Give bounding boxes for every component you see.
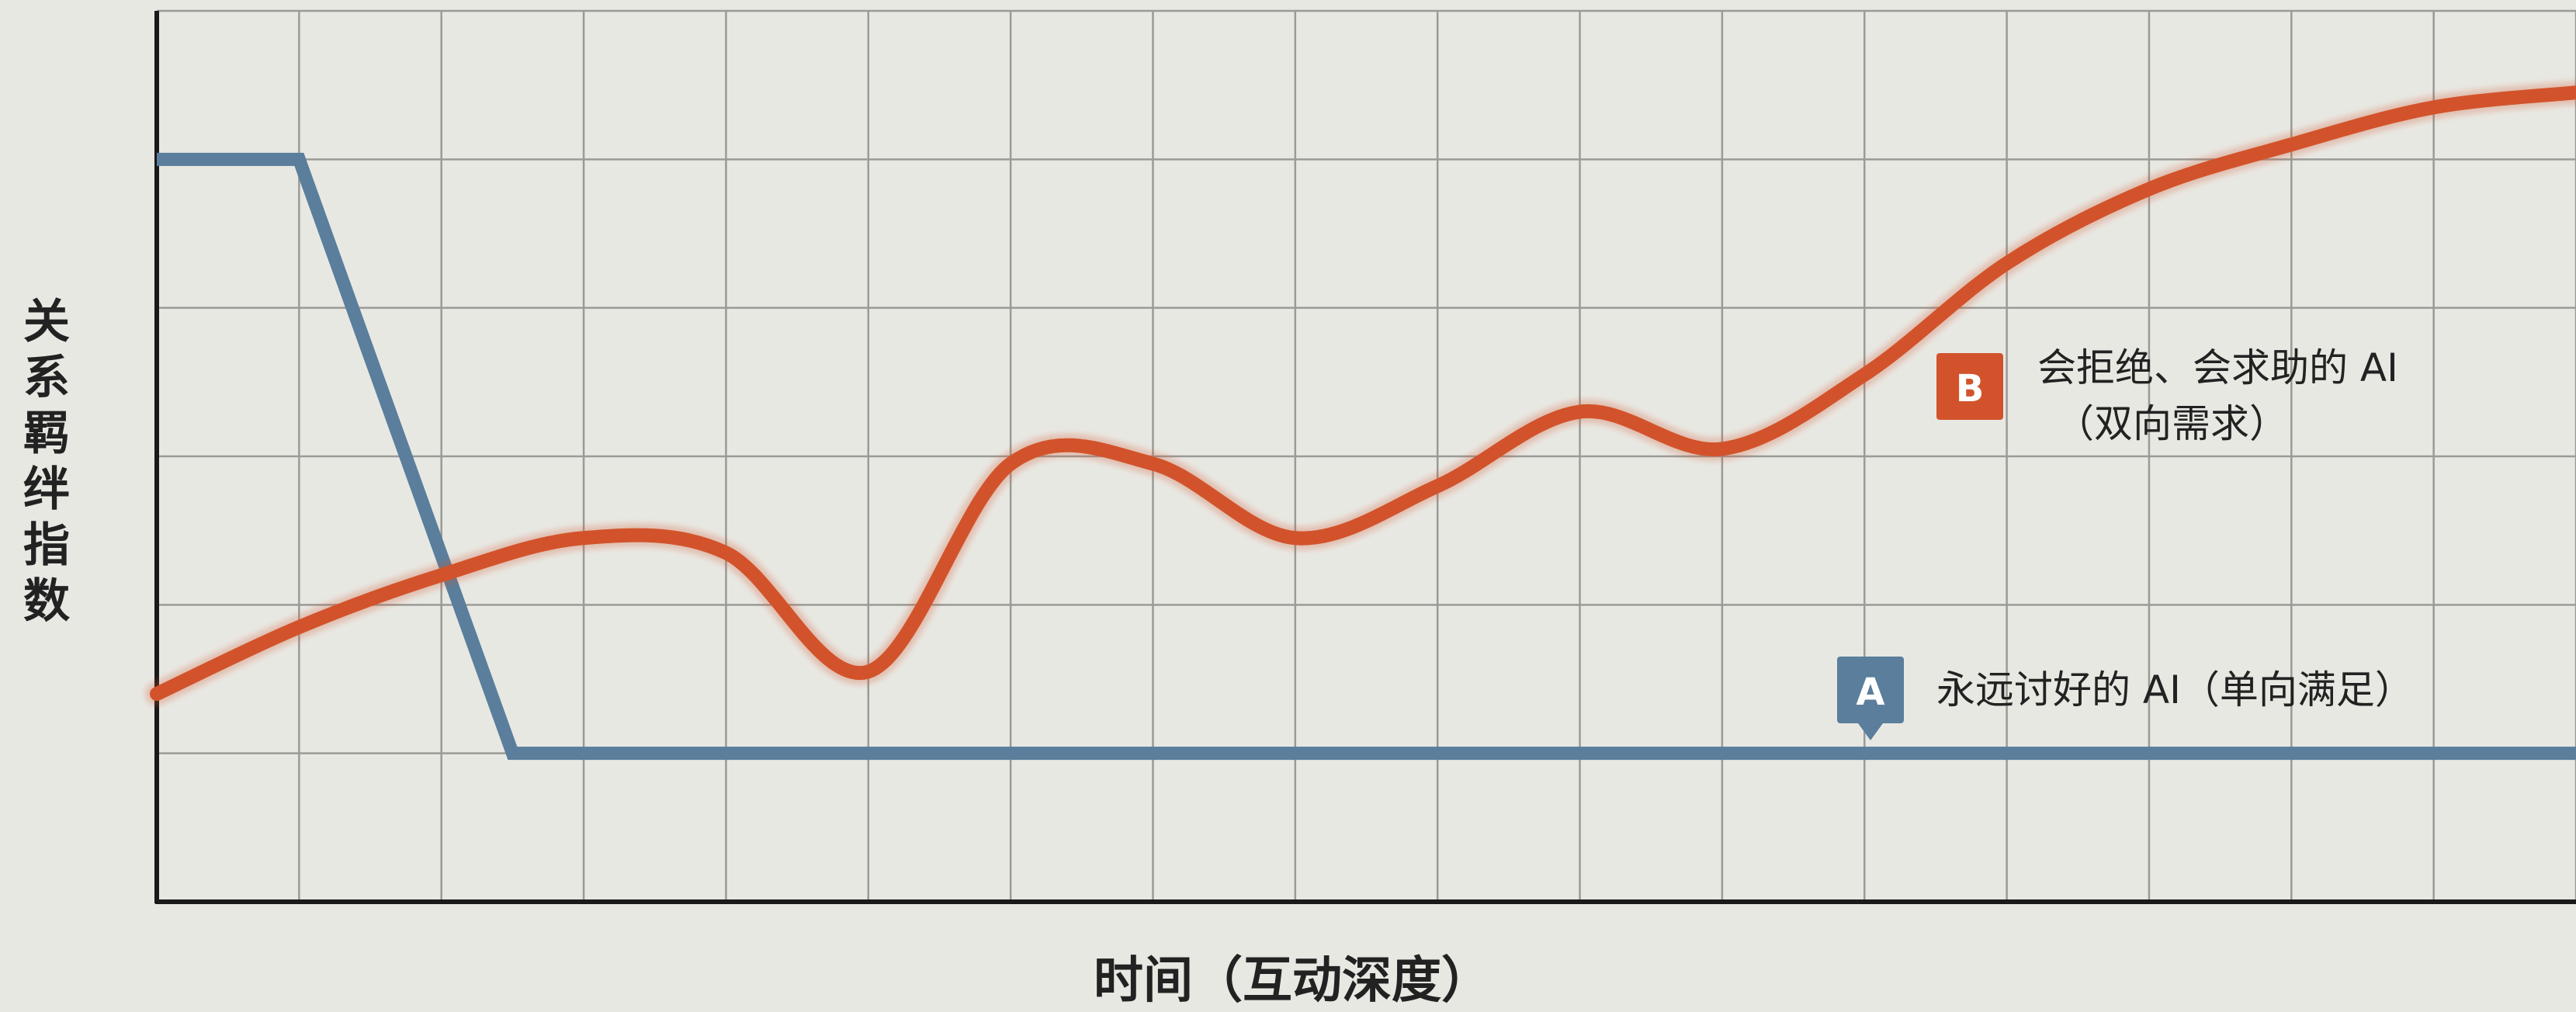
- series-b-glow: [145, 81, 2576, 706]
- x-axis-label: 时间（互动深度）: [1094, 952, 1491, 1008]
- y-axis-label-char: 系: [23, 351, 70, 405]
- y-axis-label-char: 关: [23, 295, 70, 349]
- y-axis-label-char: 指: [23, 518, 70, 573]
- badge-a-letter: A: [1856, 671, 1884, 714]
- annotations: A 永远讨好的 AI（单向满足） B 会拒绝、会求助的 AI （双向需求）: [1837, 345, 2414, 740]
- y-axis-label-char: 绊: [23, 463, 70, 517]
- badge-a: [1837, 657, 1904, 723]
- badge-b-letter: B: [1956, 367, 1985, 411]
- badge-b: [1936, 353, 2003, 420]
- grid: [157, 9, 2576, 902]
- series-a-label: 永远讨好的 AI（单向满足）: [1936, 667, 2414, 712]
- series-b-label: 会拒绝、会求助的 AI: [2037, 345, 2398, 390]
- series-b-line: [150, 85, 2576, 702]
- series-a-line: [157, 152, 2576, 761]
- series-layer: [145, 81, 2576, 761]
- series-b-sublabel: （双向需求）: [2055, 401, 2288, 446]
- y-axis-label-char: 羁: [23, 407, 70, 461]
- y-axis-label-char: 数: [23, 574, 70, 629]
- badge-a-pointer: [1858, 723, 1883, 740]
